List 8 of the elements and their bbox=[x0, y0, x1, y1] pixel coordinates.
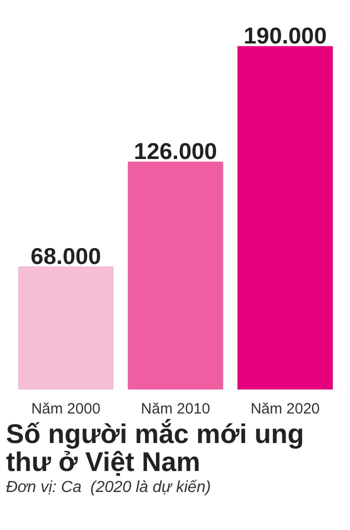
data-label: 126.000 bbox=[134, 138, 218, 164]
x-tick-label: Năm 2010 bbox=[140, 400, 210, 418]
text: Số người mắc mới ung thư ở Việt Nam bbox=[6, 419, 305, 478]
data-label: 68.000 bbox=[30, 242, 102, 269]
data-label: 190.000 bbox=[244, 22, 327, 49]
x-tick-label: Năm 2020 bbox=[250, 400, 320, 418]
text: Đơn vị: Ca (2020 là dự kiến) bbox=[6, 478, 211, 498]
x-tick-label: Năm 2000 bbox=[31, 400, 100, 418]
